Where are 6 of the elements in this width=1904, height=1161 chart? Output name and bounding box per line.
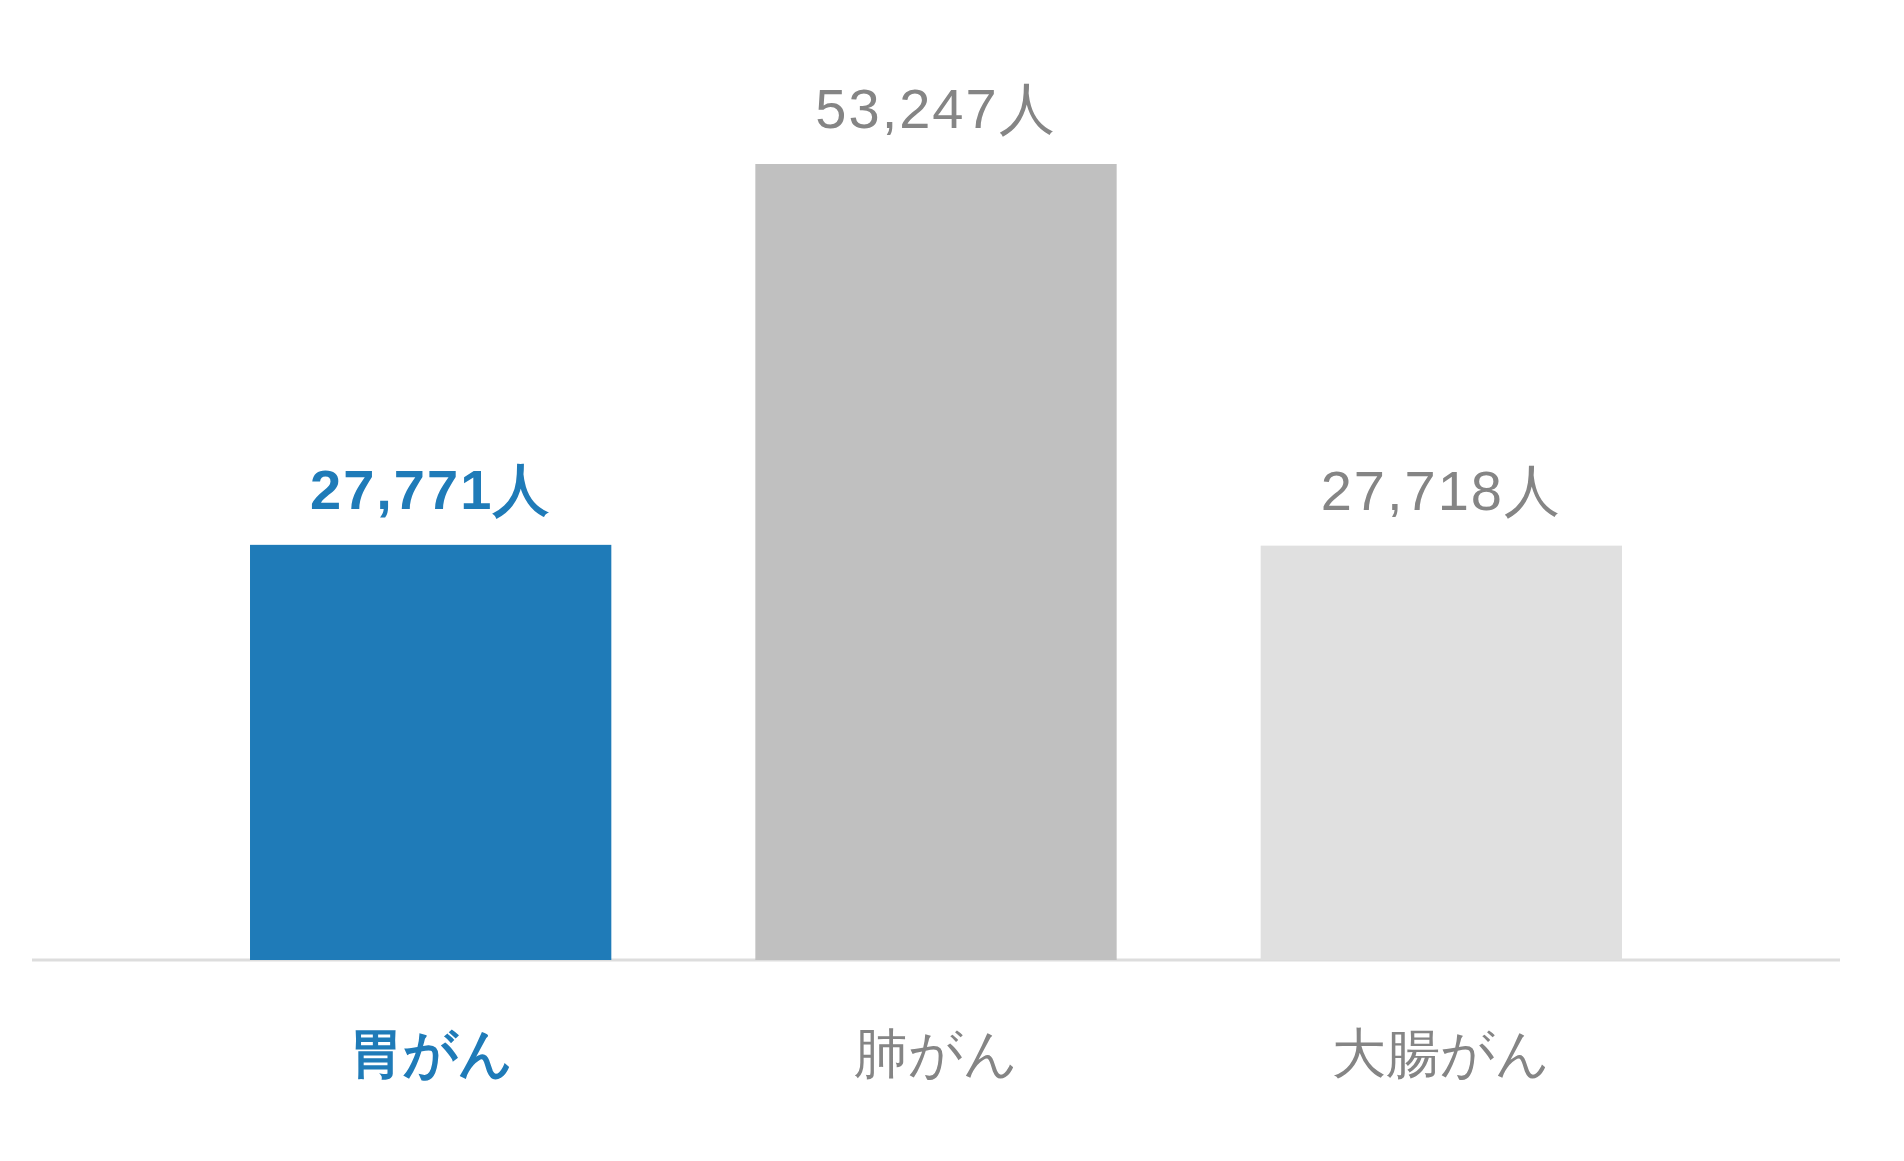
x-tick-label: 大腸がん: [1332, 1023, 1551, 1083]
data-label: 53,247人: [815, 77, 1057, 140]
x-tick-label: 肺がん: [854, 1023, 1018, 1083]
data-label: 27,718人: [1320, 458, 1562, 522]
x-tick-label: 胃がん: [348, 1023, 513, 1083]
data-label: 27,771人: [310, 457, 552, 521]
